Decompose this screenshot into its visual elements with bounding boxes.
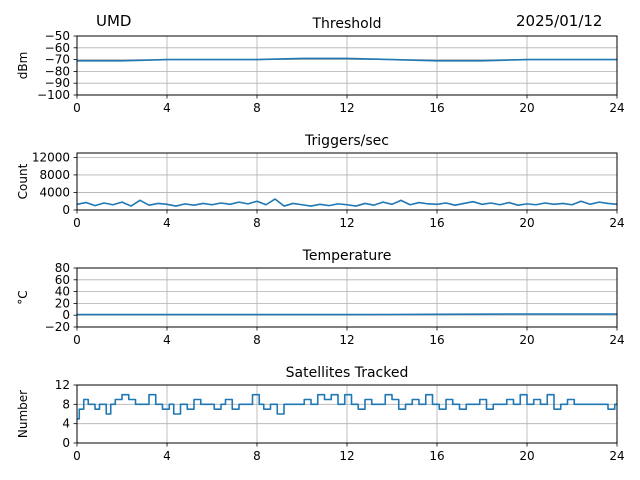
- x-tick-label: 24: [609, 333, 624, 347]
- y-tick-label: −70: [45, 53, 70, 67]
- x-tick-label: 4: [163, 333, 171, 347]
- x-tick-label: 12: [339, 449, 354, 463]
- y-tick-label: −50: [45, 29, 70, 43]
- x-tick-label: 16: [429, 449, 444, 463]
- series-line: [76, 198, 618, 207]
- y-tick-label: −20: [45, 320, 70, 334]
- series-line: [77, 393, 617, 420]
- x-tick-label: 24: [609, 216, 624, 230]
- x-tick-label: 16: [429, 333, 444, 347]
- x-tick-label: 20: [519, 101, 534, 115]
- x-tick-label: 0: [73, 101, 81, 115]
- y-tick-label: 20: [55, 296, 70, 310]
- x-tick-label: 0: [73, 449, 81, 463]
- x-tick-label: 16: [429, 101, 444, 115]
- station-label: UMD: [96, 12, 132, 30]
- x-tick-label: 12: [339, 333, 354, 347]
- y-tick-label: −100: [37, 88, 70, 102]
- x-tick-label: 20: [519, 449, 534, 463]
- y-tick-label: 60: [55, 273, 70, 287]
- y-tick-label: 8: [62, 397, 70, 411]
- x-tick-label: 8: [253, 449, 261, 463]
- y-tick-label: 0: [62, 203, 70, 217]
- y-tick-label: 12000: [32, 150, 70, 164]
- date-label: 2025/01/12: [516, 12, 603, 30]
- y-tick-label: 0: [62, 308, 70, 322]
- x-tick-label: 12: [339, 216, 354, 230]
- x-tick-label: 24: [609, 449, 624, 463]
- series-line: [77, 313, 617, 316]
- y-tick-label: 12: [55, 378, 70, 392]
- chart-panel: 0 4 8 12 16 20 24 −50−60−70−80−90−100 Threshold d…: [16, 16, 625, 115]
- x-tick-label: 16: [429, 216, 444, 230]
- y-tick-label: −60: [45, 41, 70, 55]
- chart-title: Temperature: [302, 248, 392, 264]
- x-tick-label: 20: [519, 216, 534, 230]
- x-tick-label: 0: [73, 333, 81, 347]
- x-tick-label: 8: [253, 101, 261, 115]
- y-tick-label: 0: [62, 436, 70, 450]
- y-tick-label: −80: [45, 64, 70, 78]
- x-tick-label: 0: [73, 216, 81, 230]
- y-axis-label: Count: [16, 163, 30, 199]
- x-tick-label: 20: [519, 333, 534, 347]
- y-axis-label: Number: [16, 390, 30, 438]
- x-tick-label: 8: [253, 333, 261, 347]
- x-tick-label: 4: [163, 101, 171, 115]
- y-tick-label: 4000: [39, 185, 70, 199]
- y-tick-label: 4: [62, 417, 70, 431]
- chart-title: Threshold: [312, 16, 382, 32]
- x-tick-label: 8: [253, 216, 261, 230]
- chart-title: Triggers/sec: [304, 133, 389, 149]
- x-tick-label: 4: [163, 216, 171, 230]
- chart-title: Satellites Tracked: [286, 365, 409, 381]
- chart-panel: 0 4 8 12 16 20 24 0 4000 8000 12000 Triggers/sec Cou…: [16, 133, 625, 230]
- x-tick-label: 4: [163, 449, 171, 463]
- y-axis-label: °C: [16, 290, 30, 304]
- y-tick-label: 8000: [39, 168, 70, 182]
- x-tick-label: 12: [339, 101, 354, 115]
- y-tick-label: 80: [55, 261, 70, 275]
- x-tick-label: 24: [609, 101, 624, 115]
- y-axis-label: dBm: [16, 52, 30, 80]
- y-tick-label: 40: [55, 285, 70, 299]
- y-tick-label: −90: [45, 76, 70, 90]
- series-line: [77, 57, 617, 62]
- chart-panel: 0 4 8 12 16 20 24 0 4 8 12 Satellites Tracked Number: [16, 365, 625, 463]
